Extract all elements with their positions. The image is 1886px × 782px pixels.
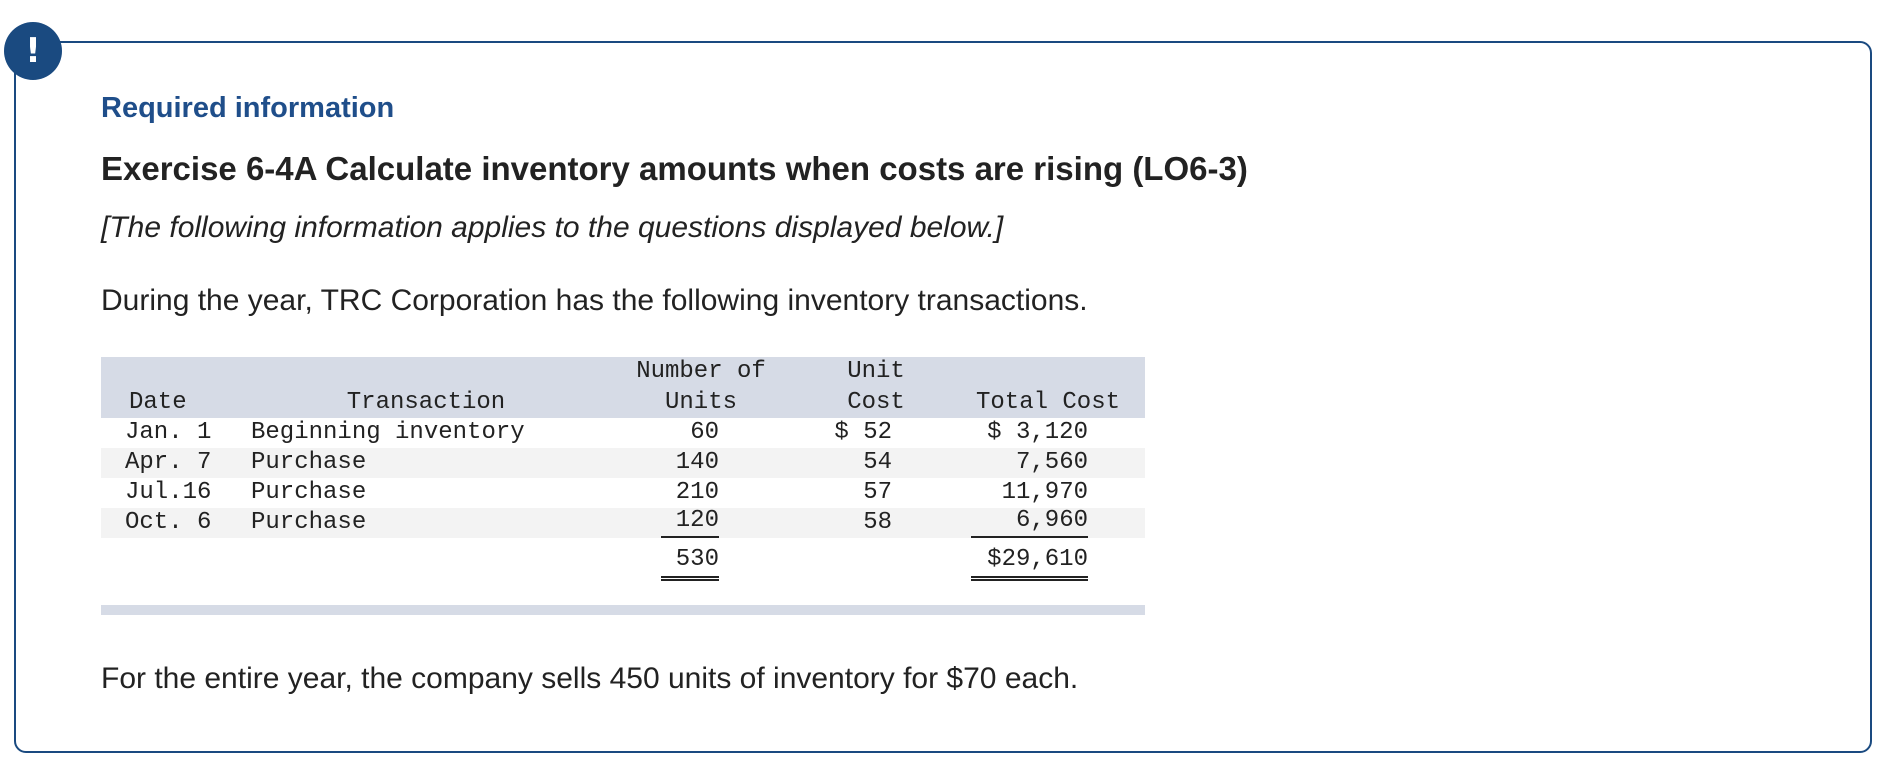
- total-units: 530: [661, 547, 719, 581]
- row-4-date: Oct. 6: [125, 509, 212, 536]
- row-3-units: 210: [675, 479, 719, 506]
- intro-text: During the year, TRC Corporation has the…: [101, 284, 1088, 317]
- row-4-unit-cost: 58: [863, 509, 892, 536]
- row-1-transaction: Beginning inventory: [251, 419, 525, 446]
- row-1-date: Jan. 1: [125, 419, 212, 446]
- row-1-units: 60: [690, 419, 719, 446]
- header-cost-line1: Unit: [847, 358, 905, 385]
- header-total-cost: Total Cost: [975, 389, 1121, 416]
- table-footer-bar: [101, 605, 1145, 615]
- required-information-heading: Required information: [101, 92, 395, 124]
- row-1-total-cost: $ 3,120: [987, 419, 1088, 446]
- exercise-title: Exercise 6-4A Calculate inventory amount…: [101, 150, 1248, 187]
- row-4-units: 120: [661, 508, 719, 538]
- row-3-transaction: Purchase: [251, 479, 367, 506]
- header-units-line1: Number of: [636, 358, 766, 385]
- header-cost-line2: Cost: [847, 389, 905, 416]
- table-row: [101, 478, 1145, 508]
- row-2-transaction: Purchase: [251, 449, 367, 476]
- row-3-date: Jul.16: [125, 479, 212, 506]
- sales-info-text: For the entire year, the company sells 4…: [101, 662, 1079, 695]
- header-transaction: Transaction: [346, 389, 506, 416]
- applies-note: [The following information applies to th…: [101, 211, 1004, 244]
- exclamation-icon: !: [4, 22, 62, 80]
- alert-symbol: !: [25, 31, 41, 71]
- row-2-date: Apr. 7: [125, 449, 212, 476]
- row-1-unit-cost: $ 52: [834, 419, 892, 446]
- table-header-background: [101, 357, 1145, 418]
- row-4-transaction: Purchase: [251, 509, 367, 536]
- header-units-line2: Units: [664, 389, 737, 416]
- row-3-total-cost: 11,970: [1001, 479, 1088, 506]
- inventory-table: Date Transaction Number of Units Unit Co…: [101, 357, 1145, 615]
- row-3-unit-cost: 57: [863, 479, 892, 506]
- header-date: Date: [129, 389, 187, 416]
- table-row: [101, 418, 1145, 448]
- total-cost: $29,610: [971, 547, 1088, 581]
- table-row: [101, 508, 1145, 538]
- row-4-total-cost: 6,960: [971, 508, 1088, 538]
- row-2-total-cost: 7,560: [1015, 449, 1088, 476]
- table-row: [101, 448, 1145, 478]
- row-2-unit-cost: 54: [863, 449, 892, 476]
- row-2-units: 140: [675, 449, 719, 476]
